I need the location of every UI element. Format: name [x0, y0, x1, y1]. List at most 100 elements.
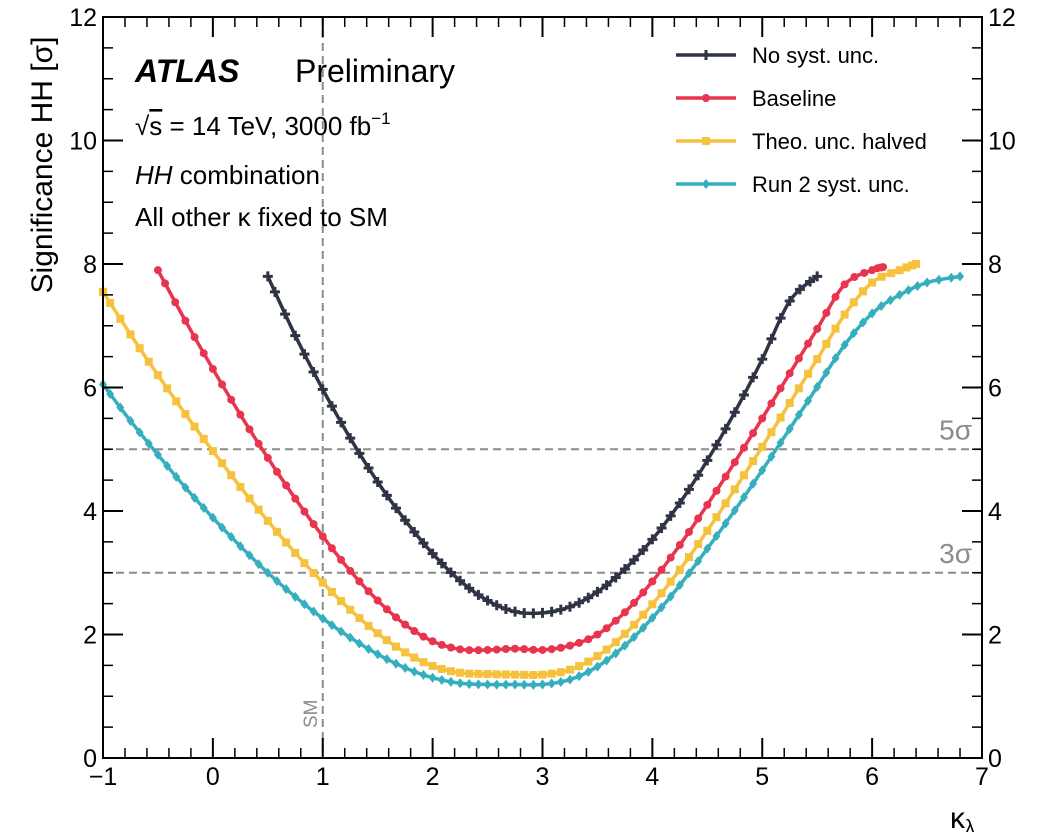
point-baseline-36: [483, 645, 492, 654]
point-theo-unc-halved-20: [282, 538, 291, 547]
point-baseline-41: [529, 645, 538, 654]
point-baseline-0: [153, 266, 162, 275]
point-baseline-26: [392, 613, 400, 622]
point-run-2-syst-unc-17: [254, 559, 263, 570]
point-run-2-syst-unc-33: [401, 662, 410, 673]
point-theo-unc-halved-59: [639, 610, 648, 619]
point-no-syst-unc-53: [748, 372, 759, 383]
point-run-2-syst-unc-26: [337, 626, 346, 637]
point-run-2-syst-unc-15: [236, 541, 245, 552]
point-baseline-61: [712, 486, 721, 495]
point-no-syst-unc-32: [555, 604, 566, 615]
y-tick-label-6: 12: [69, 4, 97, 32]
y-tick-label-5: 10: [69, 128, 97, 156]
point-baseline-55: [657, 565, 666, 574]
point-no-syst-unc-33: [564, 601, 575, 612]
point-run-2-syst-unc-74: [776, 437, 785, 448]
point-theo-unc-halved-65: [694, 540, 703, 549]
point-run-2-syst-unc-21: [291, 591, 300, 602]
point-theo-unc-halved-25: [327, 588, 336, 597]
point-theo-unc-halved-68: [721, 499, 730, 508]
point-baseline-65: [749, 429, 758, 438]
point-run-2-syst-unc-72: [758, 465, 767, 476]
point-no-syst-unc-25: [491, 600, 502, 611]
ref-label-5: 5σ: [939, 414, 972, 445]
legend-point-run-2-syst-unc: [702, 179, 710, 189]
point-theo-unc-halved-40: [465, 669, 474, 678]
point-theo-unc-halved-6: [153, 371, 162, 380]
point-no-syst-unc-36: [592, 586, 603, 597]
point-baseline-35: [474, 646, 483, 655]
point-run-2-syst-unc-87: [895, 289, 904, 300]
point-no-syst-unc-41: [638, 545, 649, 556]
point-run-2-syst-unc-79: [822, 367, 831, 378]
point-run-2-syst-unc-46: [520, 679, 529, 690]
ref-label-3: 3σ: [939, 538, 972, 569]
y-tick-label-2: 4: [83, 498, 97, 526]
point-baseline-63: [730, 458, 739, 467]
point-theo-unc-halved-18: [263, 516, 272, 525]
point-baseline-32: [446, 643, 455, 652]
point-baseline-81: [879, 263, 888, 272]
point-run-2-syst-unc-70: [739, 492, 748, 503]
point-baseline-52: [630, 598, 639, 607]
point-theo-unc-halved-16: [245, 494, 254, 503]
point-baseline-73: [822, 308, 831, 317]
point-run-2-syst-unc-28: [355, 638, 364, 649]
point-baseline-62: [721, 472, 730, 481]
point-no-syst-unc-9: [345, 433, 356, 444]
point-theo-unc-halved-4: [135, 344, 144, 353]
point-baseline-5: [199, 349, 208, 358]
point-no-syst-unc-46: [684, 484, 694, 495]
y-tick-label-right-5: 10: [988, 128, 1016, 156]
point-baseline-64: [739, 443, 748, 452]
point-theo-unc-halved-58: [630, 620, 639, 629]
point-theo-unc-halved-49: [547, 669, 556, 678]
point-theo-unc-halved-53: [584, 657, 593, 666]
point-no-syst-unc-52: [738, 390, 749, 401]
point-theo-unc-halved-3: [126, 330, 135, 339]
point-run-2-syst-unc-44: [501, 679, 510, 690]
point-theo-unc-halved-24: [318, 578, 327, 587]
point-run-2-syst-unc-51: [565, 674, 574, 685]
point-run-2-syst-unc-53: [584, 666, 593, 677]
point-no-syst-unc-54: [757, 354, 768, 365]
point-run-2-syst-unc-88: [904, 285, 913, 296]
point-theo-unc-halved-88: [902, 263, 911, 272]
point-run-2-syst-unc-86: [886, 295, 895, 306]
point-theo-unc-halved-35: [419, 658, 428, 667]
point-baseline-44: [556, 643, 565, 652]
series-line-run-2-syst-unc: [101, 274, 961, 687]
point-run-2-syst-unc-8: [172, 471, 181, 482]
point-theo-unc-halved-45: [511, 670, 520, 679]
x-tick-label-3: 2: [426, 763, 440, 791]
point-no-syst-unc-2: [280, 309, 291, 320]
point-theo-unc-halved-17: [254, 505, 263, 514]
point-baseline-70: [794, 354, 803, 363]
ref-label-sm: SM: [301, 700, 322, 729]
point-theo-unc-halved-62: [666, 577, 675, 586]
point-no-syst-unc-31: [546, 606, 557, 617]
point-run-2-syst-unc-42: [483, 679, 492, 690]
x-tick-label-4: 3: [536, 763, 550, 791]
point-run-2-syst-unc-77: [804, 395, 813, 406]
point-no-syst-unc-16: [409, 526, 420, 537]
point-theo-unc-halved-64: [685, 553, 693, 562]
point-run-2-syst-unc-5: [144, 438, 153, 449]
point-baseline-72: [813, 324, 822, 333]
point-run-2-syst-unc-61: [657, 602, 666, 613]
point-run-2-syst-unc-69: [730, 505, 739, 516]
point-theo-unc-halved-30: [373, 629, 382, 638]
x-tick-label-5: 4: [645, 763, 659, 791]
point-theo-unc-halved-82: [849, 298, 858, 307]
point-baseline-15: [291, 494, 300, 503]
point-no-syst-unc-19: [436, 558, 447, 569]
point-baseline-59: [694, 514, 703, 523]
point-no-syst-unc-23: [473, 589, 484, 600]
point-theo-unc-halved-2: [116, 314, 125, 323]
point-no-syst-unc-12: [372, 476, 383, 487]
point-no-syst-unc-59: [805, 276, 816, 287]
point-theo-unc-halved-23: [309, 569, 318, 578]
